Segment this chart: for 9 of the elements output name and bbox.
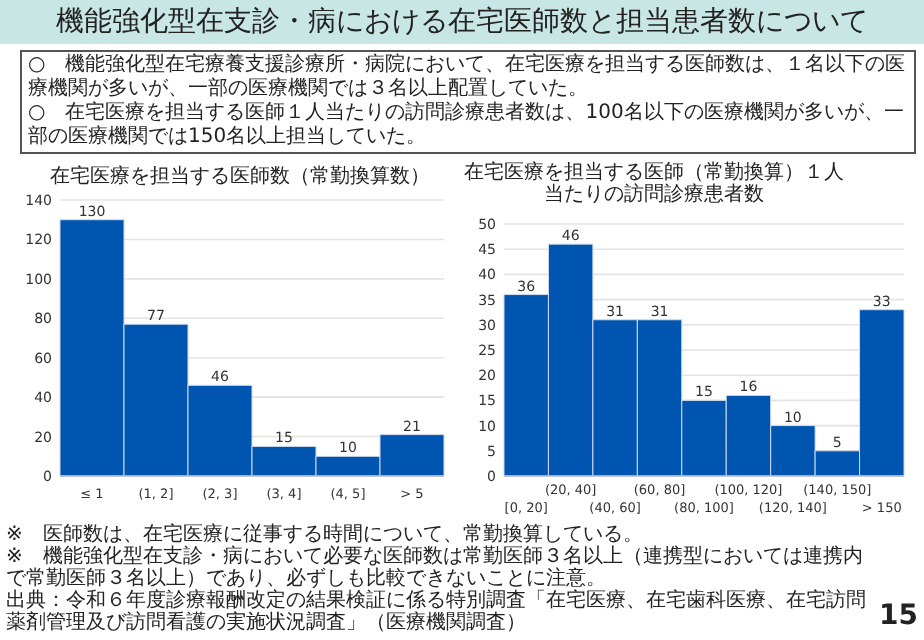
text: 15: [879, 600, 918, 632]
text: ○ 機能強化型在宅療養支援診療所・病院において、在宅医療を担当する医師数は、１名以下の医療機関が多いが、一部の医療機関では３名以上配置していた。: [28, 54, 908, 101]
text: ○ 在宅医療を担当する医師１人当たりの訪問診療患者数は、100名以下の医療機関が多いが、一部の医療機関では150名以上担当していた。: [28, 102, 906, 150]
source-note: 出典：令和６年度診療報酬改定の結果検証に係る特別調査「在宅医療、在宅歯科医療、在宅訪問薬剤管理及び訪問看護の実施状況調査」（医療機関調査）: [6, 590, 866, 634]
chart-title: 在宅医療を担当する医師数（常勤換算数）: [48, 166, 432, 188]
text: ※ 機能強化型在支診・病において必要な医師数は常勤医師３名以上（連携型においては連携内で常勤医師３名以上）であり、必ずしも比較できないことに注意。: [6, 546, 865, 590]
text: ※ 医師数は、在宅医療に従事する時間について、常勤換算している。: [6, 524, 643, 546]
text: 機能強化型在支診・病における在宅医師数と担当患者数について: [0, 0, 924, 44]
chart-title: 在宅医療を担当する医師（常勤換算）１人当たりの訪問診療患者数: [464, 162, 844, 206]
